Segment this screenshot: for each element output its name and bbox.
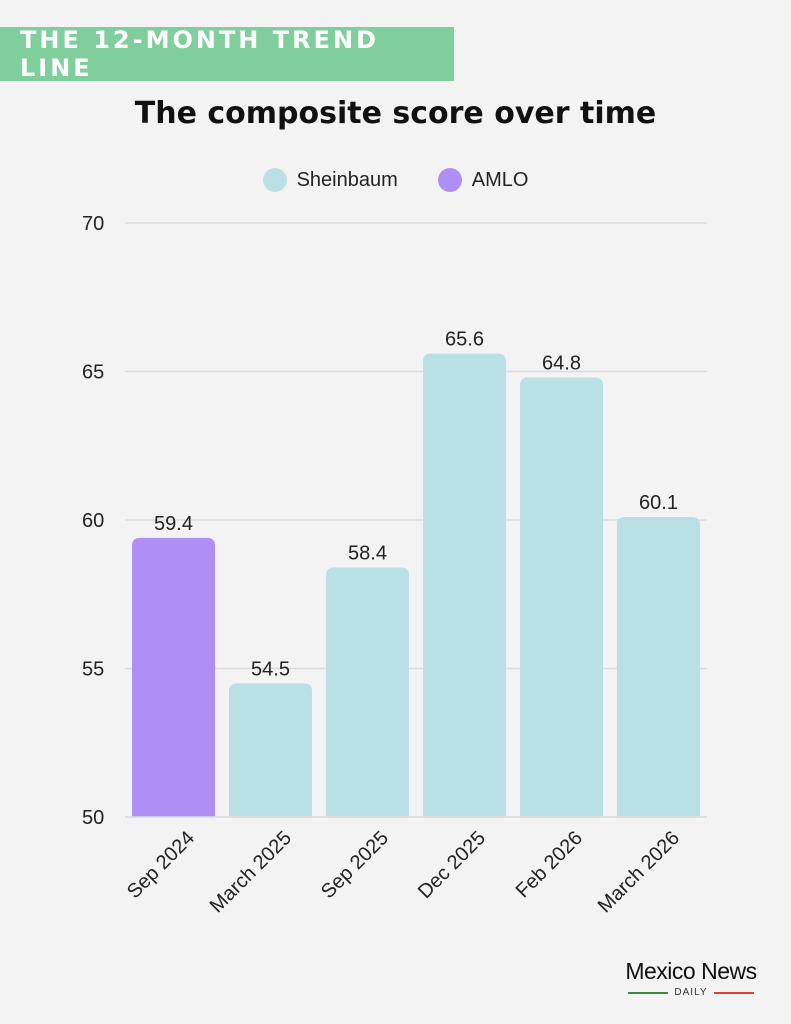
chart-legend: Sheinbaum AMLO xyxy=(0,168,791,192)
bar xyxy=(132,537,215,817)
y-tick-label: 50 xyxy=(82,807,104,829)
legend-label-sheinbaum: Sheinbaum xyxy=(296,168,398,191)
data-label: 64.8 xyxy=(542,352,581,374)
legend-item-sheinbaum: Sheinbaum xyxy=(262,168,398,192)
bar xyxy=(617,517,700,817)
legend-swatch-sheinbaum xyxy=(262,168,287,192)
mexico-news-daily-logo: Mexico News DAILY xyxy=(611,958,771,998)
data-label: 65.6 xyxy=(445,329,484,351)
logo-main-text: Mexico News xyxy=(625,958,757,984)
bar xyxy=(229,683,312,817)
logo-sub: DAILY xyxy=(611,987,771,998)
x-tick-label: March 2026 xyxy=(594,827,684,917)
data-label: 60.1 xyxy=(639,492,678,514)
logo-red-line xyxy=(713,991,754,994)
data-label: 54.5 xyxy=(251,658,290,680)
y-tick-label: 65 xyxy=(82,362,104,384)
bar xyxy=(520,377,603,817)
data-label: 59.4 xyxy=(154,513,193,535)
bar xyxy=(326,567,409,817)
x-tick-label: Dec 2025 xyxy=(414,827,490,903)
section-banner: THE 12-MONTH TREND LINE xyxy=(0,26,454,82)
legend-item-amlo: AMLO xyxy=(437,168,529,192)
banner-text: THE 12-MONTH TREND LINE xyxy=(20,26,380,82)
x-tick-label: March 2025 xyxy=(206,827,296,917)
x-tick-label: Sep 2024 xyxy=(123,827,199,903)
chart-title: The composite score over time xyxy=(134,96,657,131)
logo-green-line xyxy=(628,991,669,994)
y-tick-label: 60 xyxy=(82,510,104,532)
legend-swatch-amlo xyxy=(437,168,462,192)
y-tick-label: 55 xyxy=(82,659,104,681)
logo-sub-text: DAILY xyxy=(674,987,708,998)
y-tick-label: 70 xyxy=(82,213,104,235)
legend-label-amlo: AMLO xyxy=(471,168,529,191)
x-tick-label: Feb 2026 xyxy=(512,827,587,902)
data-label: 58.4 xyxy=(348,543,387,565)
x-tick-label: Sep 2025 xyxy=(317,827,393,903)
bar-chart: 50 55 60 65 70 59.4 Sep 2024 54.5 March 2025 58.4… xyxy=(82,213,707,917)
bar xyxy=(423,353,506,817)
